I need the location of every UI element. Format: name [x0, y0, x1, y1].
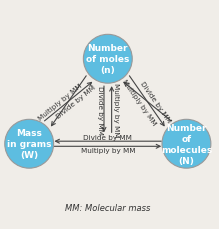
Text: Divide by MM: Divide by MM: [139, 80, 172, 123]
Text: Divide by MM: Divide by MM: [97, 85, 103, 134]
Circle shape: [162, 120, 211, 169]
Circle shape: [83, 35, 132, 84]
Text: Multiply by MM: Multiply by MM: [37, 82, 83, 121]
Text: Multiply by MM: Multiply by MM: [121, 78, 157, 126]
Circle shape: [5, 120, 54, 169]
Text: Number
of moles
(n): Number of moles (n): [86, 44, 129, 75]
Text: Divide by MM: Divide by MM: [55, 84, 97, 120]
Text: Multiply by MM: Multiply by MM: [81, 147, 135, 153]
Text: MM: Molecular mass: MM: Molecular mass: [65, 203, 150, 212]
Text: Divide by MM: Divide by MM: [83, 135, 132, 141]
Text: Number
of
molecules
(N): Number of molecules (N): [161, 123, 212, 165]
Text: Multiply by MM: Multiply by MM: [113, 83, 119, 137]
Text: Mass
in grams
(W): Mass in grams (W): [7, 129, 51, 160]
